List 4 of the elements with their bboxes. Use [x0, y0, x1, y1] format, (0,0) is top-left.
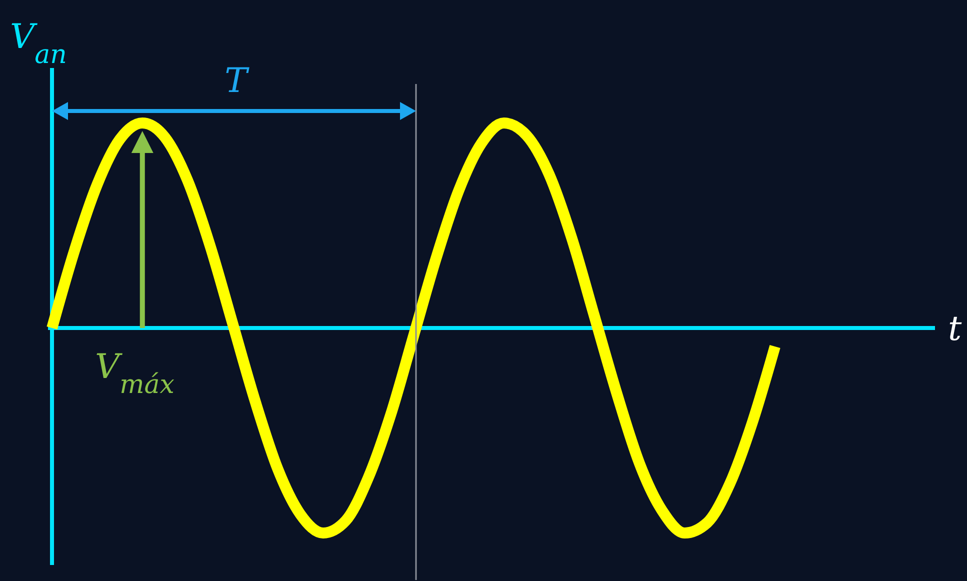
y-axis-title: V$_{an}$	[10, 17, 67, 70]
annotation: V$_{máx}$	[95, 347, 175, 400]
text: T	[224, 61, 250, 101]
x-axis-title: t	[948, 309, 962, 349]
